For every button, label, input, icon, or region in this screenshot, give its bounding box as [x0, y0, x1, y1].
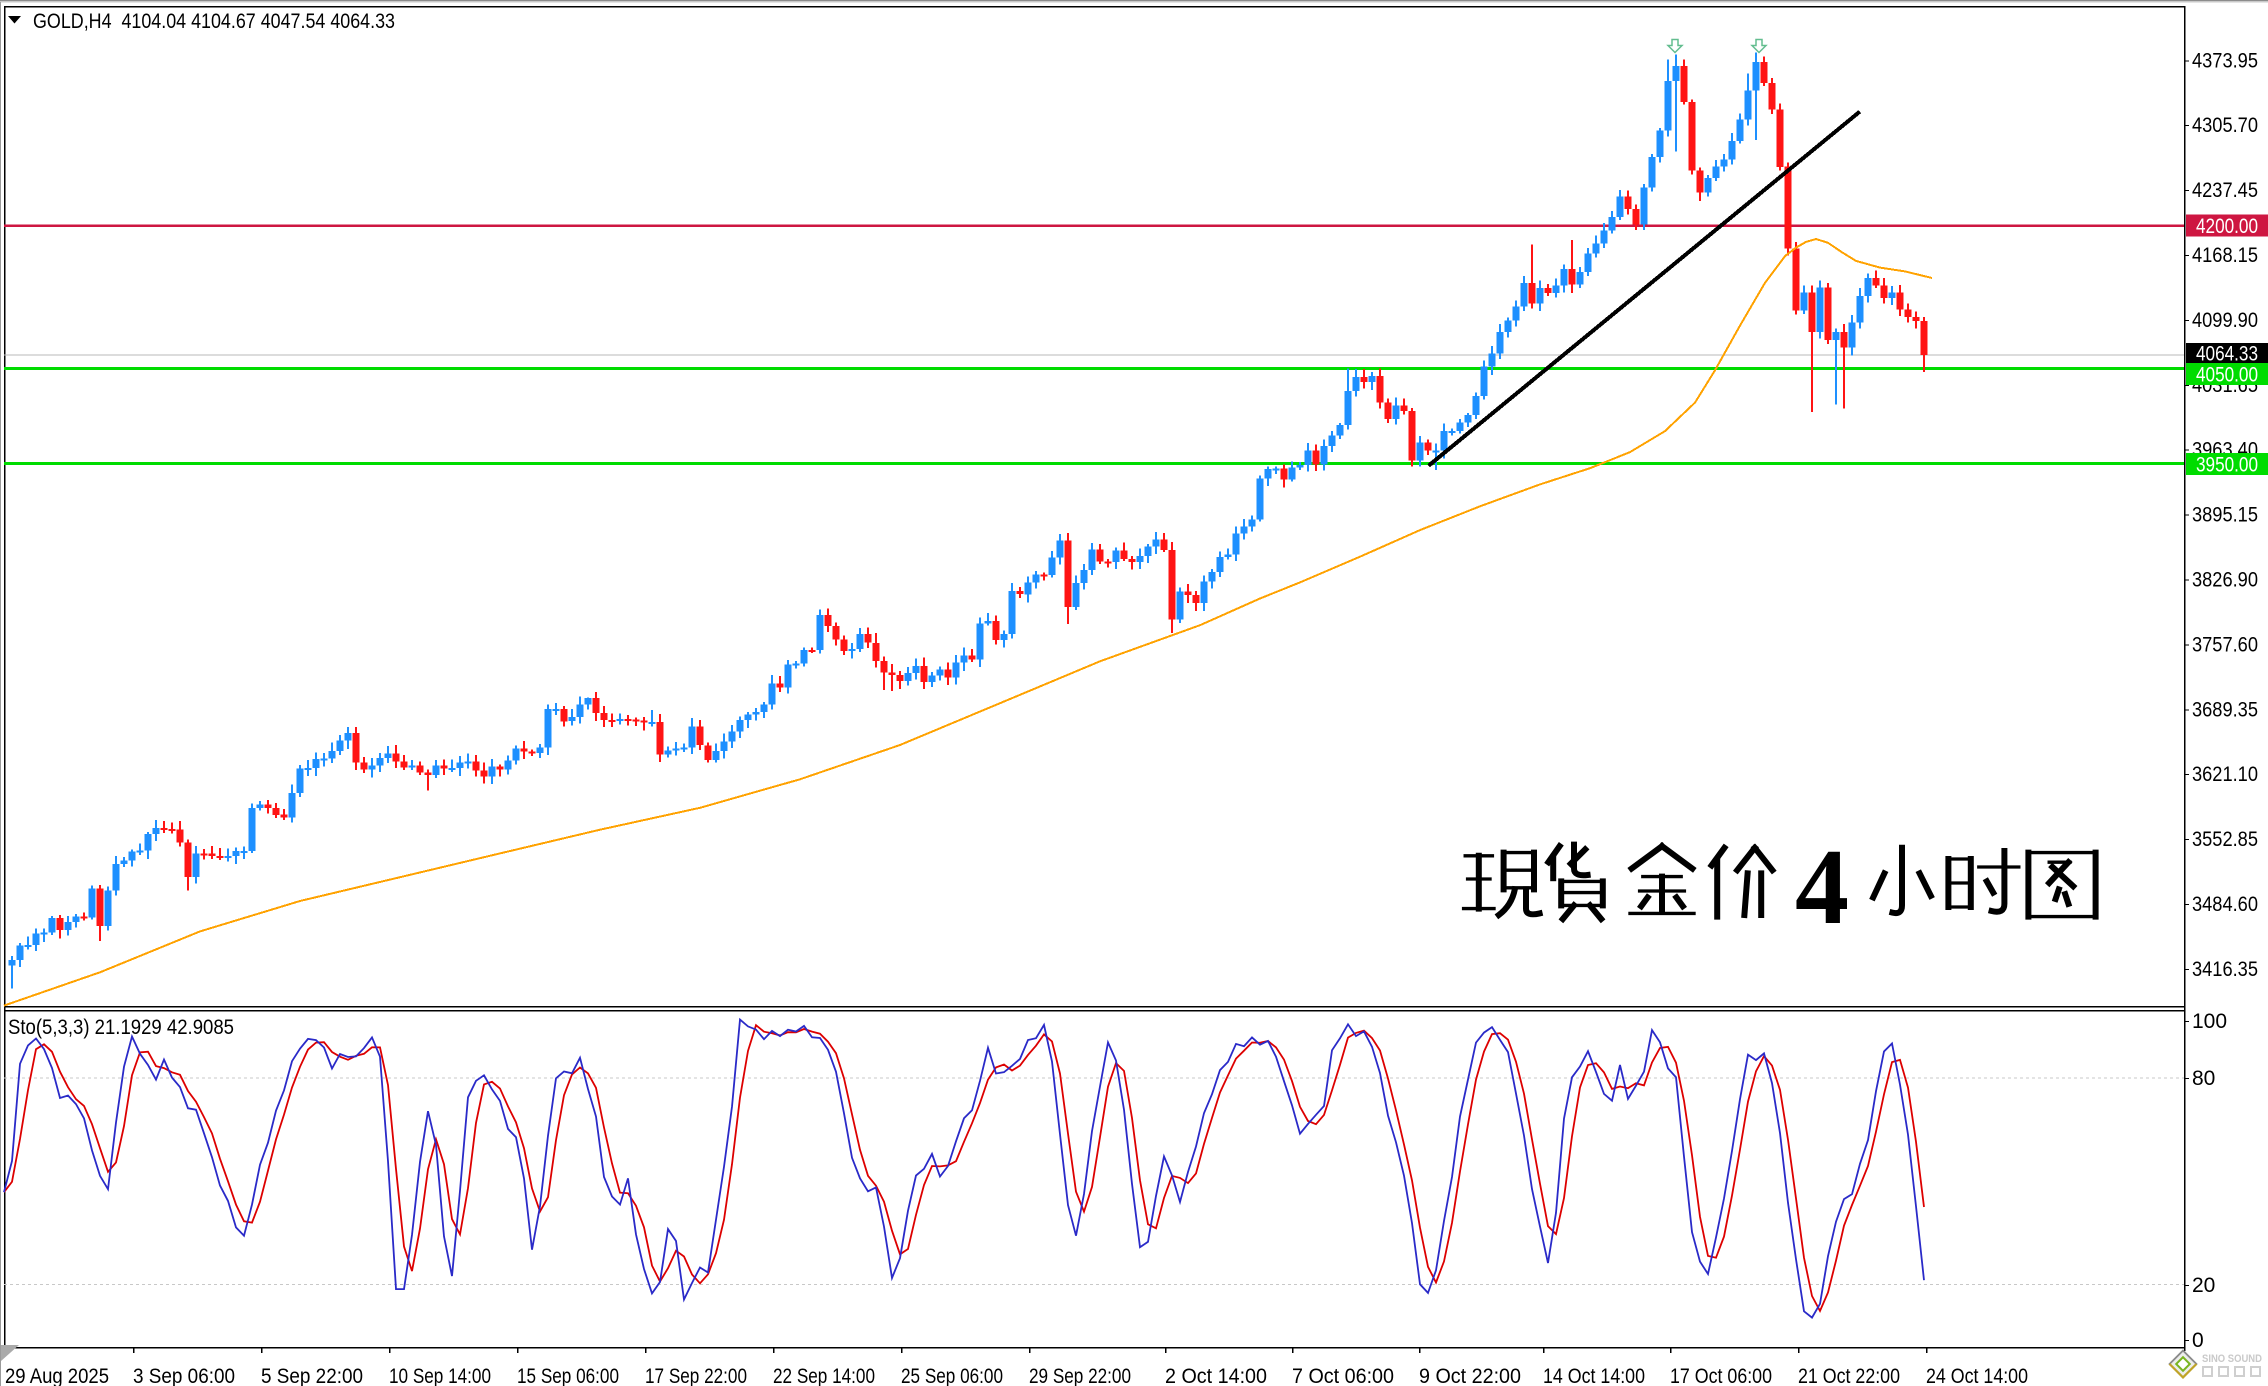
svg-text:29 Aug 2025: 29 Aug 2025 — [5, 1365, 109, 1386]
svg-text:3621.10: 3621.10 — [2192, 763, 2258, 786]
svg-text:3 Sep 06:00: 3 Sep 06:00 — [133, 1365, 235, 1386]
svg-text:3826.90: 3826.90 — [2192, 569, 2258, 592]
svg-text:2 Oct 14:00: 2 Oct 14:00 — [1165, 1365, 1267, 1386]
svg-text:17 Sep 22:00: 17 Sep 22:00 — [645, 1365, 747, 1386]
svg-text:3689.35: 3689.35 — [2192, 698, 2258, 721]
svg-text:4099.90: 4099.90 — [2192, 309, 2258, 332]
svg-text:25 Sep 06:00: 25 Sep 06:00 — [901, 1365, 1003, 1386]
svg-text:15 Sep 06:00: 15 Sep 06:00 — [517, 1365, 619, 1386]
svg-text:3416.35: 3416.35 — [2192, 958, 2258, 981]
svg-text:24 Oct 14:00: 24 Oct 14:00 — [1926, 1365, 2028, 1386]
svg-text:SINO SOUND: SINO SOUND — [2202, 1353, 2262, 1365]
svg-text:Sto(5,3,3) 21.1929 42.9085: Sto(5,3,3) 21.1929 42.9085 — [8, 1016, 234, 1039]
svg-text:4: 4 — [1795, 828, 1849, 947]
svg-text:3484.60: 3484.60 — [2192, 893, 2258, 916]
svg-text:3895.15: 3895.15 — [2192, 504, 2258, 527]
svg-text:3552.85: 3552.85 — [2192, 828, 2258, 851]
svg-text:14 Oct 14:00: 14 Oct 14:00 — [1543, 1365, 1645, 1386]
svg-text:4305.70: 4305.70 — [2192, 114, 2258, 137]
svg-text:20: 20 — [2192, 1274, 2215, 1297]
svg-text:5 Sep 22:00: 5 Sep 22:00 — [261, 1365, 363, 1386]
svg-text:21 Oct 22:00: 21 Oct 22:00 — [1798, 1365, 1900, 1386]
svg-text:80: 80 — [2192, 1067, 2215, 1090]
svg-text:4373.95: 4373.95 — [2192, 49, 2258, 72]
svg-text:9 Oct 22:00: 9 Oct 22:00 — [1419, 1365, 1521, 1386]
svg-text:7 Oct 06:00: 7 Oct 06:00 — [1292, 1365, 1394, 1386]
svg-text:4168.15: 4168.15 — [2192, 244, 2258, 267]
svg-text:17 Oct 06:00: 17 Oct 06:00 — [1670, 1365, 1772, 1386]
svg-text:3950.00: 3950.00 — [2196, 454, 2258, 477]
svg-text:4050.00: 4050.00 — [2196, 364, 2258, 387]
svg-text:GOLD,H4 4104.04 4104.67 4047.: GOLD,H4 4104.04 4104.67 4047.54 4064.33 — [33, 10, 395, 33]
svg-text:4064.33: 4064.33 — [2196, 343, 2258, 366]
svg-text:29 Sep 22:00: 29 Sep 22:00 — [1029, 1365, 1131, 1386]
svg-text:22 Sep 14:00: 22 Sep 14:00 — [773, 1365, 875, 1386]
svg-text:10 Sep 14:00: 10 Sep 14:00 — [389, 1365, 491, 1386]
svg-text:0: 0 — [2192, 1329, 2204, 1352]
svg-text:4200.00: 4200.00 — [2196, 215, 2258, 238]
svg-text:3757.60: 3757.60 — [2192, 633, 2258, 656]
svg-text:4237.45: 4237.45 — [2192, 179, 2258, 202]
svg-text:100: 100 — [2192, 1010, 2227, 1033]
